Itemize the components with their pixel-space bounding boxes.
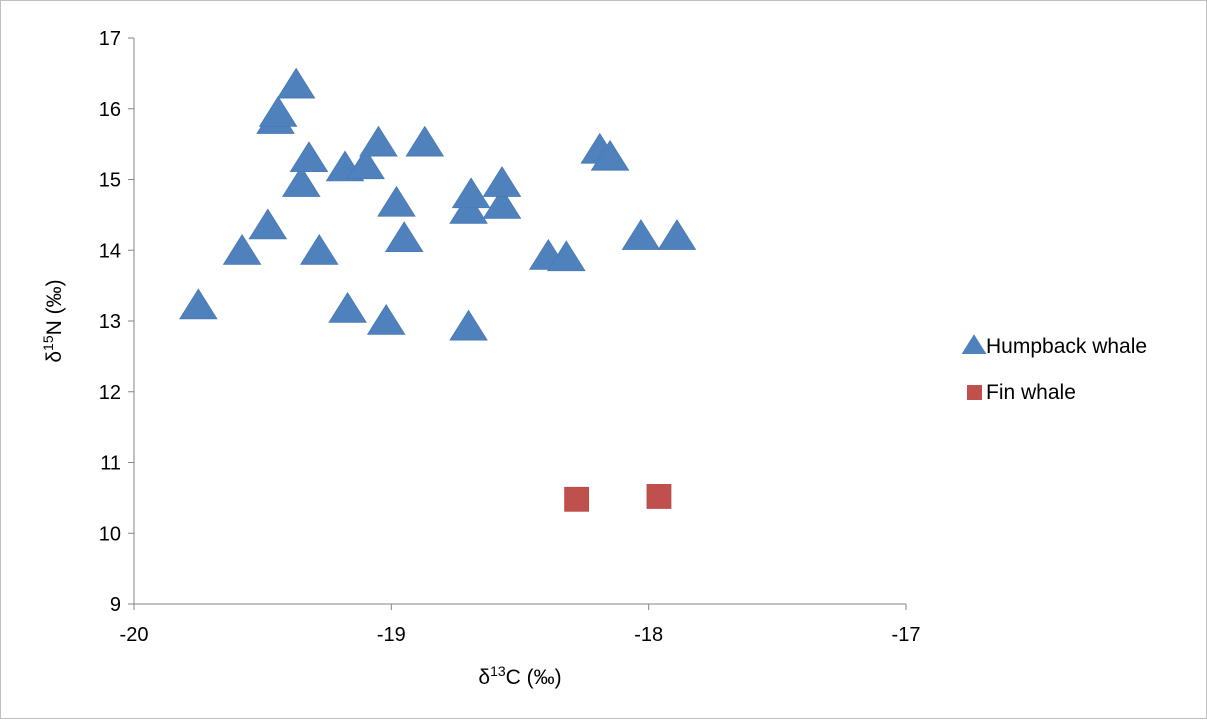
y-tick-label: 14 — [99, 240, 121, 262]
axes — [133, 38, 906, 605]
humpback-whale-point — [546, 240, 586, 272]
humpback-whale-point — [289, 141, 329, 173]
humpback-whale-point — [657, 219, 697, 250]
legend-marker-triangle — [961, 334, 987, 354]
legend-label-fin-whale: Fin whale — [986, 381, 1076, 404]
humpback-whale-point — [384, 221, 424, 253]
y-tick-label: 16 — [99, 99, 121, 121]
humpback-whale-point — [248, 208, 288, 240]
humpback-whale-point — [366, 303, 406, 335]
humpback-whale-point — [179, 288, 218, 320]
humpback-whale-point — [449, 192, 488, 224]
y-tick-label: 15 — [99, 170, 121, 192]
humpback-whale-point — [281, 166, 321, 197]
legend-item-humpback-whale: Humpback whale — [961, 334, 1147, 358]
humpback-whale-point — [377, 185, 416, 217]
humpback-whale-point — [621, 219, 661, 250]
humpback-whale-point — [449, 309, 488, 341]
x-axis-title: δ13C (‰) — [478, 663, 561, 689]
y-tick-label: 11 — [100, 453, 121, 475]
humpback-whale-point — [328, 291, 367, 323]
humpback-whale-point — [299, 233, 339, 265]
y-axis-title: δ15N (‰) — [40, 279, 66, 362]
humpback-whale-point — [258, 95, 298, 127]
humpback-whale-point — [346, 148, 385, 180]
y-tick-label: 10 — [99, 523, 121, 545]
fin-whale-point — [564, 486, 590, 512]
x-tick-label: -20 — [120, 624, 149, 646]
data-points — [179, 67, 697, 512]
humpback-whale-point — [276, 67, 316, 99]
ticks: 9 10 11 12 13 14 15 16 17 -20 -19 -18 -17 — [99, 28, 921, 646]
x-tick-label: -19 — [377, 624, 406, 646]
y-tick-label: 17 — [99, 28, 121, 50]
legend-label-humpback-whale: Humpback whale — [986, 335, 1147, 358]
x-tick-label: -17 — [892, 624, 921, 646]
x-tick-label: -18 — [634, 624, 663, 646]
y-tick-label: 9 — [110, 594, 121, 616]
humpback-whale-point — [451, 177, 491, 209]
humpback-whale-point — [482, 187, 522, 219]
fin-whale-point — [646, 484, 672, 509]
humpback-whale-point — [405, 125, 445, 157]
y-tick-label: 12 — [99, 382, 121, 404]
humpback-whale-point — [482, 166, 522, 197]
legend-item-fin-whale: Fin whale — [967, 381, 1076, 404]
humpback-whale-point — [590, 139, 630, 171]
y-tick-label: 13 — [99, 311, 121, 333]
humpback-whale-point — [359, 125, 398, 157]
humpback-whale-point — [222, 233, 262, 265]
legend-marker-square — [967, 385, 982, 400]
legend: Humpback whale Fin whale — [961, 334, 1147, 404]
